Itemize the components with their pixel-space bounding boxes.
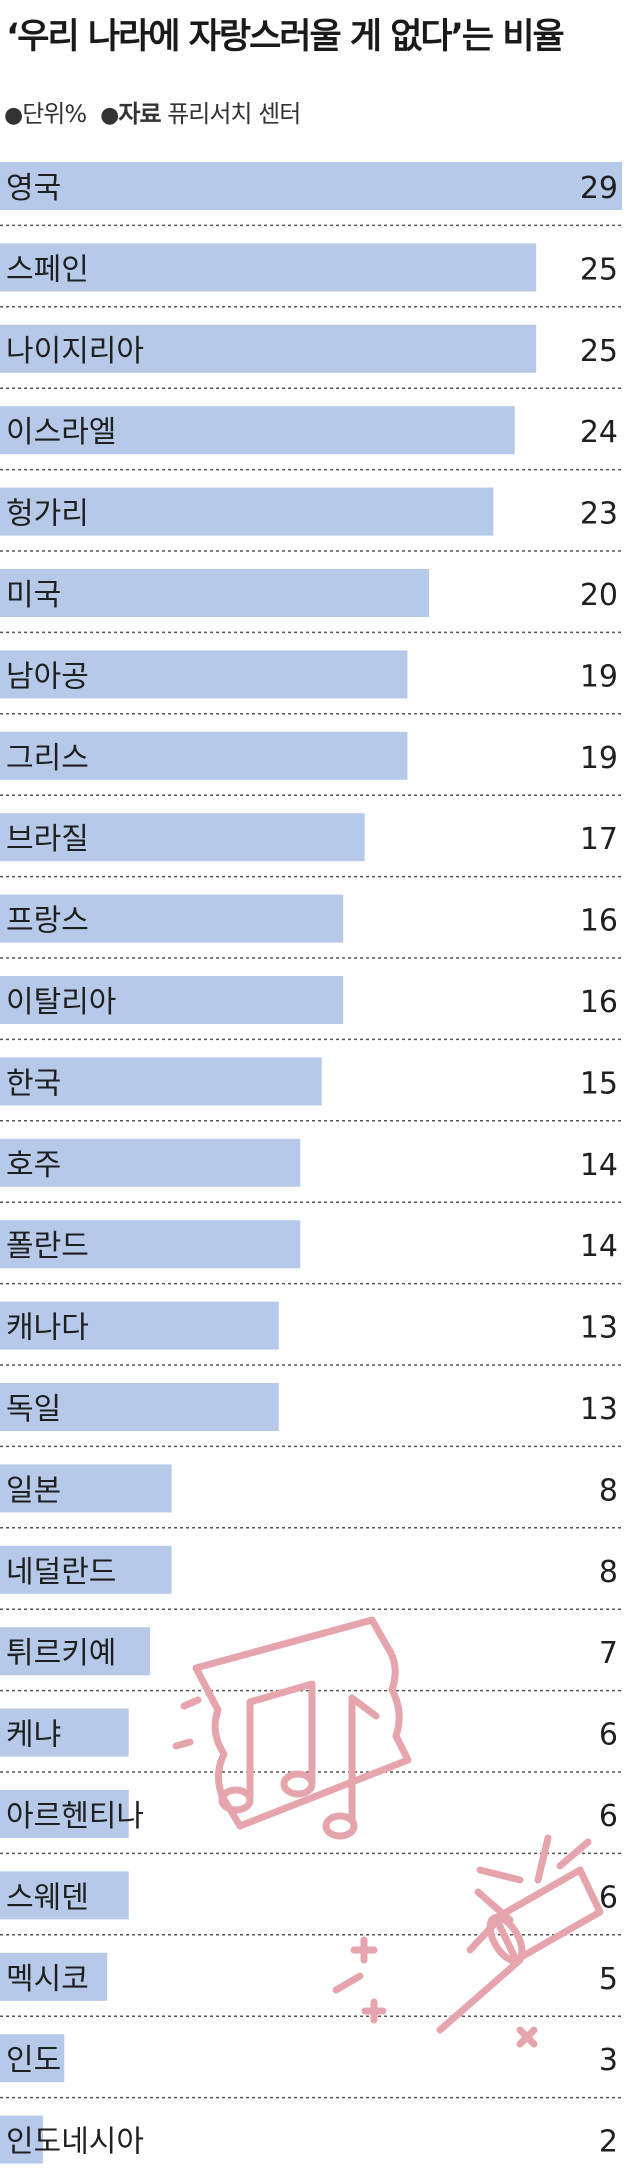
- category-label: 영국: [6, 171, 61, 206]
- source-label: 자료: [118, 100, 161, 128]
- dividers-layer: [0, 224, 622, 2099]
- source-bullet-icon: ●: [100, 103, 119, 128]
- music-ticket-icon: [172, 1616, 412, 1840]
- bar-16: [0, 1464, 172, 1513]
- category-label: 나이지리아: [6, 334, 144, 369]
- bar-0: [0, 162, 622, 210]
- bar-14: [0, 1301, 279, 1350]
- category-label: 이스라엘: [6, 415, 116, 450]
- bars-layer: [0, 162, 622, 2164]
- category-label: 프랑스: [6, 904, 89, 939]
- value-label: 3: [599, 2043, 618, 2078]
- category-label: 아르헨티나: [6, 1799, 144, 1834]
- category-label: 캐나다: [6, 1311, 89, 1346]
- category-label: 이탈리아: [6, 985, 116, 1020]
- value-label: 6: [599, 1718, 618, 1753]
- category-label: 네덜란드: [6, 1555, 116, 1590]
- category-label: 미국: [6, 578, 61, 613]
- bar-11: [0, 1057, 322, 1106]
- value-label: 19: [580, 659, 618, 694]
- value-label: 16: [580, 904, 618, 939]
- value-label: 14: [580, 1148, 618, 1183]
- source-name: 퓨리서치 센터: [167, 100, 301, 128]
- value-label: 19: [580, 741, 618, 776]
- value-label: 13: [580, 1311, 618, 1346]
- category-label: 그리스: [6, 741, 89, 776]
- value-label: 6: [599, 1799, 618, 1834]
- bar-4: [0, 487, 494, 536]
- bar-21: [0, 1871, 129, 1920]
- value-label: 17: [580, 822, 618, 857]
- bar-9: [0, 894, 344, 943]
- bar-17: [0, 1545, 172, 1594]
- value-label: 25: [580, 334, 618, 369]
- category-label: 한국: [6, 1066, 61, 1101]
- value-label: 14: [580, 1229, 618, 1264]
- bar-2: [0, 324, 537, 373]
- value-label: 7: [599, 1636, 618, 1671]
- value-label: 16: [580, 985, 618, 1020]
- value-label: 13: [580, 1392, 618, 1427]
- bar-24: [0, 2115, 43, 2164]
- category-label: 케냐: [6, 1718, 61, 1753]
- value-label: 24: [580, 415, 618, 450]
- category-label: 독일: [6, 1392, 61, 1427]
- category-label: 스페인: [6, 252, 89, 287]
- value-label: 15: [580, 1066, 618, 1101]
- category-label: 호주: [6, 1148, 61, 1183]
- value-label: 25: [580, 252, 618, 287]
- chart-meta: ●단위% ●자료 퓨리서치 센터: [4, 94, 301, 129]
- category-label: 스웨덴: [6, 1880, 89, 1915]
- category-label: 멕시코: [6, 1962, 89, 1997]
- illustration-layer: [172, 1616, 604, 2048]
- value-label: 2: [599, 2125, 618, 2160]
- category-label: 헝가리: [6, 497, 89, 532]
- party-popper-icon: [332, 1834, 604, 2048]
- bar-7: [0, 731, 408, 780]
- bar-23: [0, 2034, 65, 2083]
- bar-19: [0, 1708, 129, 1757]
- category-label: 일본: [6, 1473, 61, 1508]
- bar-1: [0, 243, 537, 292]
- value-label: 5: [599, 1962, 618, 1997]
- value-label: 8: [599, 1555, 618, 1590]
- unit-label: 단위%: [22, 100, 87, 128]
- bar-5: [0, 569, 429, 617]
- bar-13: [0, 1220, 301, 1269]
- value-label: 8: [599, 1473, 618, 1508]
- category-label: 튀르키예: [6, 1636, 116, 1671]
- bar-6: [0, 650, 408, 699]
- bar-22: [0, 1952, 108, 2001]
- category-label: 남아공: [6, 659, 89, 694]
- category-label: 인도네시아: [6, 2125, 144, 2160]
- value-label: 29: [580, 171, 618, 206]
- value-label: 6: [599, 1880, 618, 1915]
- value-label: 23: [580, 497, 618, 532]
- category-label: 브라질: [6, 822, 89, 857]
- bar-20: [0, 1790, 129, 1838]
- chart-title: ‘우리 나라에 자랑스러울 게 없다’는 비율: [6, 17, 565, 57]
- unit-bullet-icon: ●: [4, 103, 23, 128]
- bar-12: [0, 1138, 301, 1187]
- value-label: 20: [580, 578, 618, 613]
- bar-10: [0, 976, 344, 1024]
- bar-8: [0, 813, 365, 862]
- bar-15: [0, 1383, 279, 1431]
- bar-3: [0, 406, 515, 455]
- category-label: 폴란드: [6, 1229, 89, 1264]
- category-label: 인도: [6, 2043, 61, 2078]
- bar-18: [0, 1627, 151, 1676]
